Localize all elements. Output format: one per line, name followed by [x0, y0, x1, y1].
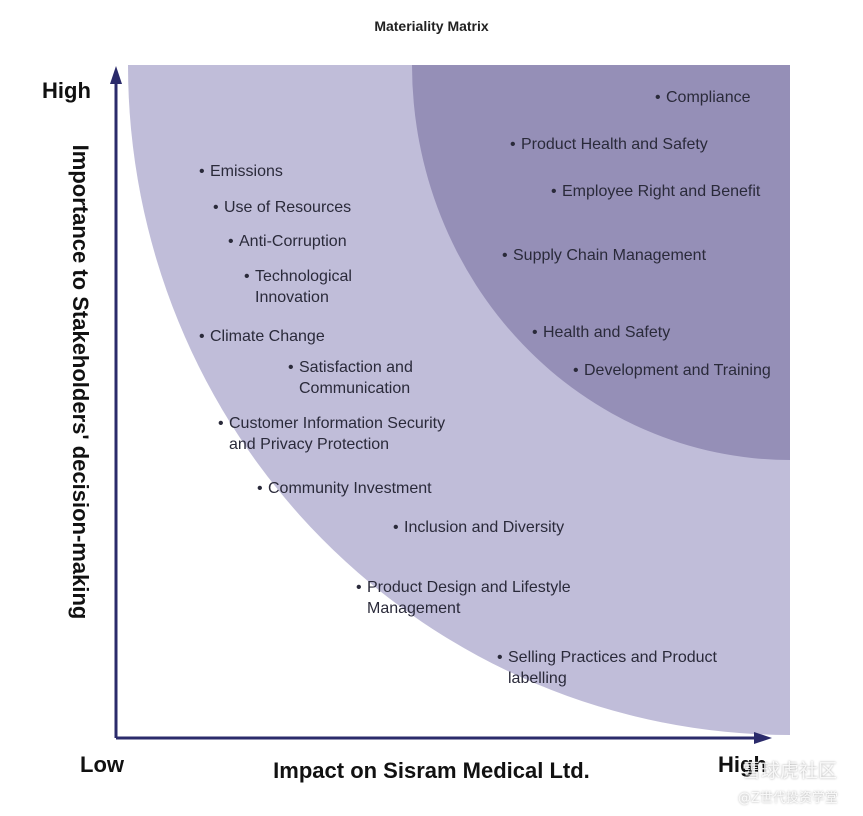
matrix-item-compliance: • Compliance — [655, 89, 751, 106]
matrix-item-label: Satisfaction and Communication — [299, 359, 413, 397]
matrix-item-anti-corruption: • Anti-Corruption — [228, 233, 347, 250]
matrix-item-climate-change: • Climate Change — [199, 328, 325, 345]
matrix-item-label: Employee Right and Benefit — [562, 183, 761, 200]
chart-title: Materiality Matrix — [374, 18, 489, 34]
matrix-item-community-investment: • Community Investment — [257, 480, 432, 497]
matrix-item-label: Customer Information Security and Privac… — [229, 415, 446, 453]
matrix-item-emissions: • Emissions — [199, 163, 283, 180]
matrix-item-technological-innovation: • Technological Innovation — [244, 268, 352, 306]
matrix-item-label: Health and Safety — [543, 324, 671, 341]
y-axis-arrowhead — [110, 66, 122, 84]
matrix-item-label: Supply Chain Management — [513, 247, 707, 264]
matrix-item-supply-chain: • Supply Chain Management — [502, 247, 707, 264]
y-axis-high-label: High — [42, 78, 91, 103]
watermark-logo: 雪球虎社区 — [742, 760, 838, 782]
matrix-item-satisfaction-communication: • Satisfaction and Communication — [288, 359, 413, 397]
matrix-item-label: Compliance — [666, 89, 751, 106]
x-axis-label: Impact on Sisram Medical Ltd. — [273, 758, 590, 783]
matrix-item-employee-right: • Employee Right and Benefit — [551, 183, 761, 200]
x-axis-low-label: Low — [80, 752, 124, 777]
matrix-item-use-of-resources: • Use of Resources — [213, 199, 352, 216]
matrix-item-label: Community Investment — [268, 480, 432, 497]
matrix-item-label: Inclusion and Diversity — [404, 519, 565, 536]
matrix-item-label: Emissions — [210, 163, 283, 180]
matrix-item-health-safety: • Health and Safety — [532, 324, 671, 341]
matrix-item-inclusion-diversity: • Inclusion and Diversity — [393, 519, 565, 536]
matrix-item-label: Selling Practices and Product labelling — [508, 649, 717, 687]
matrix-item-label: Technological Innovation — [255, 268, 352, 306]
matrix-item-label: Climate Change — [210, 328, 325, 345]
matrix-item-product-health-safety: • Product Health and Safety — [510, 136, 708, 153]
matrix-item-label: Product Health and Safety — [521, 136, 708, 153]
x-axis-high-label: High — [718, 752, 767, 777]
matrix-item-label: Product Design and Lifestyle Management — [367, 579, 571, 617]
x-axis-arrowhead — [754, 732, 772, 744]
matrix-item-development-training: • Development and Training — [573, 362, 771, 379]
matrix-item-product-design: • Product Design and Lifestyle Management — [356, 579, 571, 617]
y-axis-label: Importance to Stakeholders' decision-mak… — [68, 144, 93, 620]
matrix-item-label: Use of Resources — [224, 199, 352, 216]
watermark-handle: @Z世代投资学堂 — [738, 791, 838, 806]
matrix-item-customer-info-security: • Customer Information Security and Priva… — [218, 415, 446, 453]
matrix-item-label: Anti-Corruption — [239, 233, 347, 250]
matrix-item-selling-practices: • Selling Practices and Product labelling — [497, 649, 717, 687]
inner-zone — [412, 65, 790, 460]
matrix-item-label: Development and Training — [584, 362, 771, 379]
